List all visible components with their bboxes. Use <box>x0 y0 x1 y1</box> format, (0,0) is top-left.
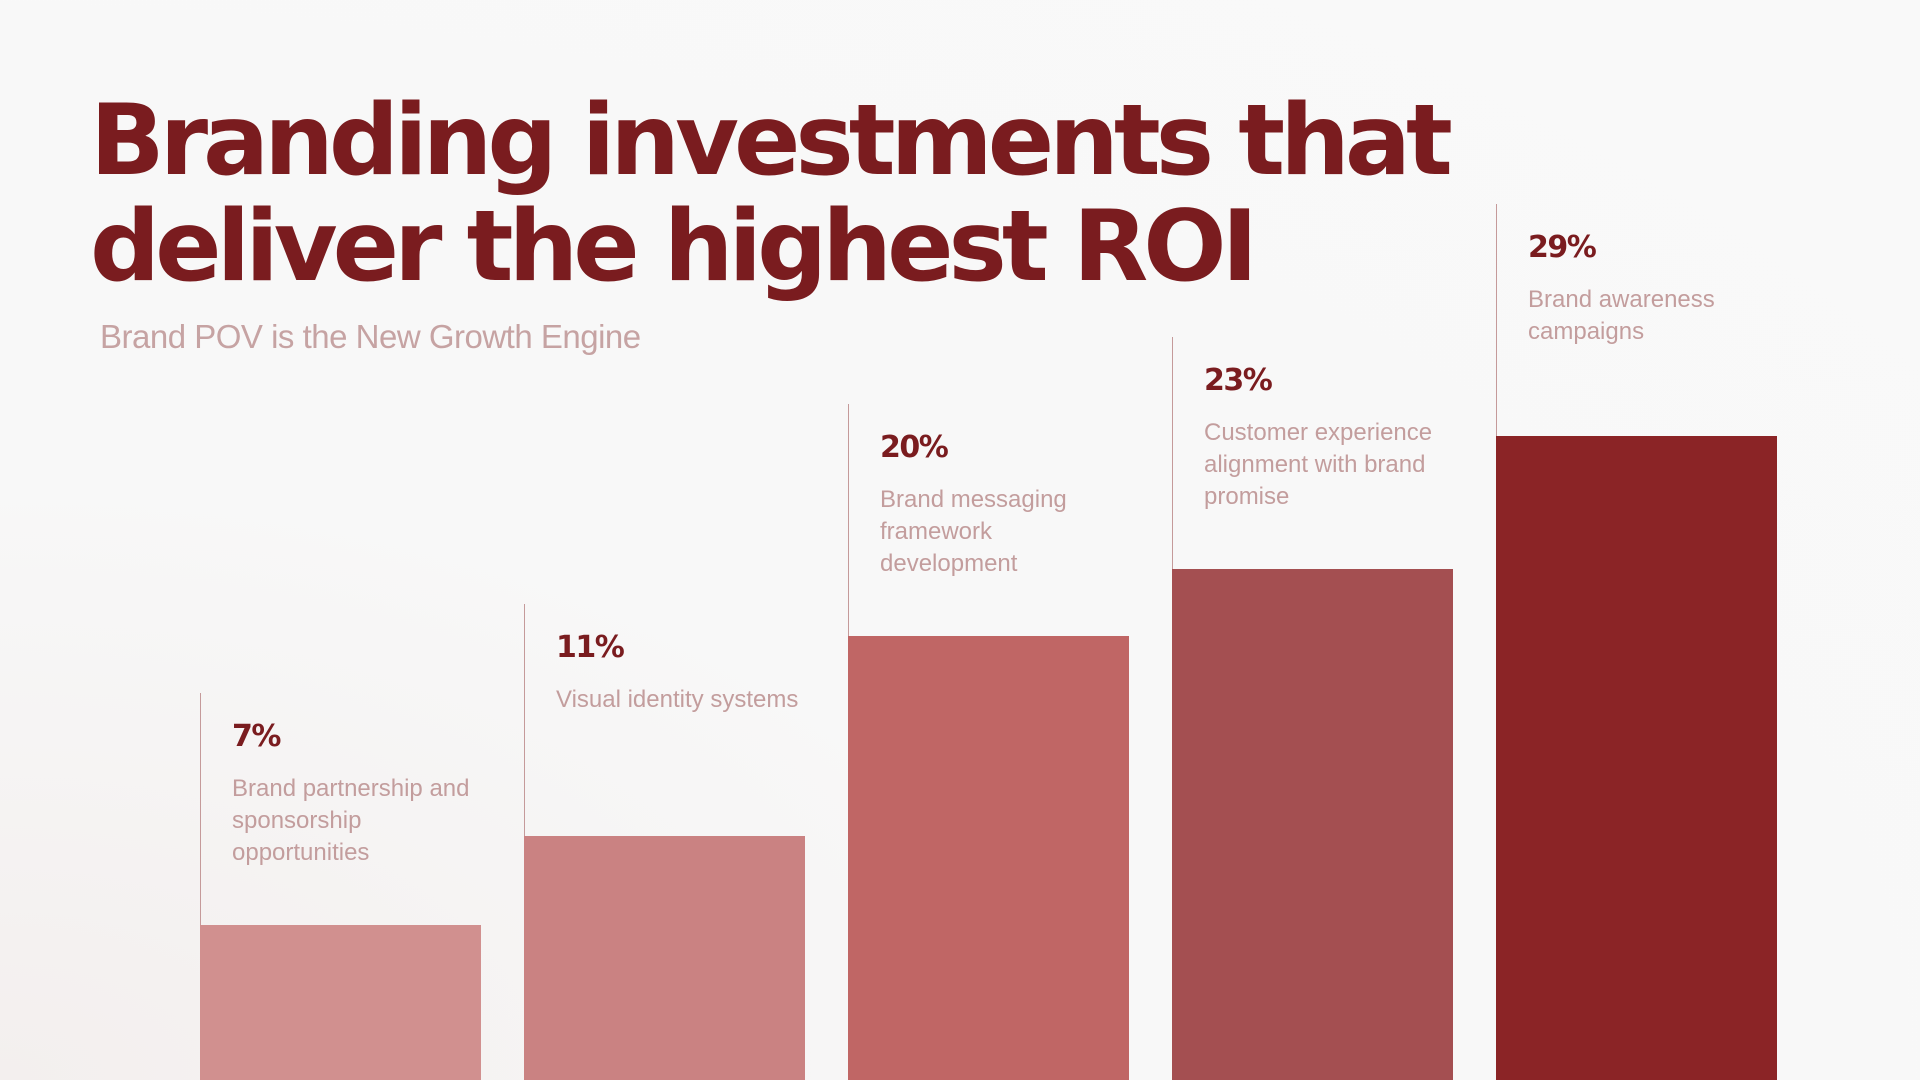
bar <box>524 835 805 1080</box>
value-label: 20% <box>880 429 949 465</box>
category-label: Customer experience alignment with brand… <box>1204 419 1433 511</box>
category-label: Brand messaging framework development <box>880 485 1067 577</box>
value-label: 11% <box>556 629 625 665</box>
value-label: 23% <box>1204 363 1273 399</box>
bar <box>1172 569 1453 1080</box>
page-subtitle: Brand POV is the New Growth Engine <box>100 318 641 355</box>
bar <box>848 635 1129 1080</box>
category-label: Visual identity systems <box>556 685 799 713</box>
page-title: Branding investments that deliver the hi… <box>90 84 1453 304</box>
value-label: 29% <box>1528 230 1597 265</box>
bar <box>1496 436 1777 1080</box>
column-divider-line <box>200 692 201 1080</box>
category-label: Brand awareness campaigns <box>1528 286 1715 345</box>
bar <box>200 924 481 1080</box>
category-label: Brand partnership and sponsorship opport… <box>232 774 470 866</box>
value-label: 7% <box>232 718 281 754</box>
